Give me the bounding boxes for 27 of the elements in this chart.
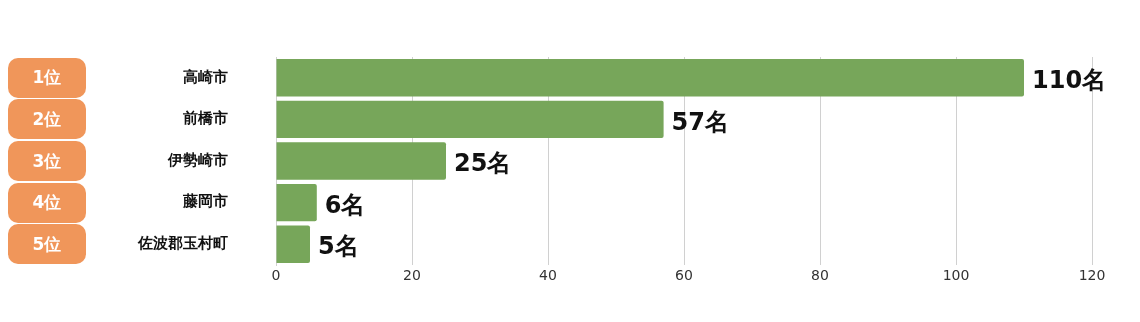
y-tick-label: 前橋市 — [182, 109, 228, 128]
x-tick-label: 60 — [675, 267, 693, 284]
text: 3位 — [8, 141, 86, 181]
x-tick-label: 0 — [271, 267, 281, 284]
y-tick-label: 藤岡市 — [182, 192, 228, 211]
x-tick-label: 20 — [403, 267, 421, 284]
data-label: 5名 — [318, 232, 359, 261]
text: 4位 — [8, 182, 86, 223]
y-tick-label: 佐波郡玉村町 — [137, 234, 228, 253]
data-label: 6名 — [324, 190, 366, 219]
bar — [276, 225, 310, 263]
text: 2位 — [8, 99, 86, 140]
bar — [276, 100, 664, 139]
x-tick-label: 120 — [1078, 267, 1106, 284]
text: 5位 — [8, 224, 86, 265]
y-tick-label: 高崎市 — [183, 67, 228, 86]
data-label: 25名 — [454, 149, 512, 178]
x-tick-label: 100 — [942, 267, 970, 284]
bar — [276, 59, 1024, 97]
data-label: 110名 — [1032, 66, 1107, 95]
x-tick-label: 40 — [539, 267, 557, 284]
text: 1位 — [8, 57, 86, 98]
bar — [276, 142, 446, 180]
y-tick-label: 伊勢崎市 — [167, 150, 228, 169]
data-label: 57名 — [671, 107, 730, 136]
bar — [276, 183, 317, 222]
x-tick-label: 80 — [811, 267, 829, 284]
